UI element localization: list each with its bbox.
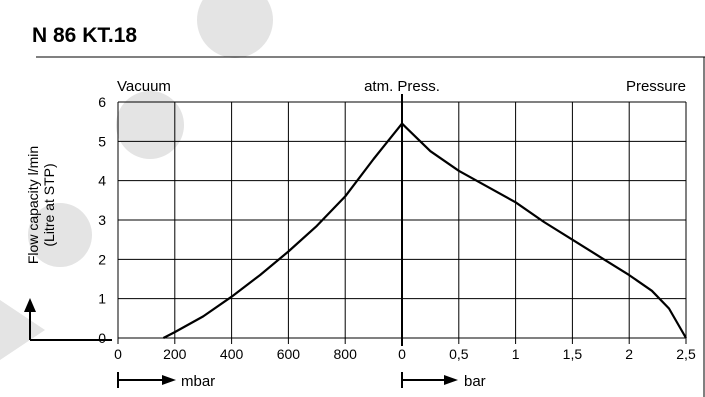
header-pressure: Pressure: [626, 78, 686, 95]
x-tick-labels: 0 200 400 600 800 0 0,5 1 1,5 2 2,5: [114, 346, 696, 362]
watermark: [0, 0, 273, 360]
y-tick-label: 4: [98, 173, 106, 189]
x-tick-label-vacuum: 400: [220, 346, 244, 362]
x-tick-label-pressure: 2,5: [676, 346, 696, 362]
series-group: [162, 122, 687, 339]
header-vacuum: Vacuum: [117, 78, 171, 95]
y-tick-label: 5: [98, 133, 106, 149]
header-atm-press: atm. Press.: [364, 78, 440, 95]
x-tick-label-pressure: 0: [398, 346, 406, 362]
x-tick-label-pressure: 2: [625, 346, 633, 362]
x-tick-label-vacuum: 200: [163, 346, 187, 362]
y-tick-label: 0: [98, 330, 106, 346]
y-tick-labels: 0 1 2 3 4 5 6: [98, 94, 106, 346]
x-tick-label-pressure: 0,5: [449, 346, 469, 362]
vacuum-direction-arrow: [117, 372, 176, 388]
x-tick-label-pressure: 1: [512, 346, 520, 362]
y-direction-arrow: [24, 298, 112, 341]
y-axis-label-line2: (Litre at STP): [41, 163, 57, 246]
y-tick-label: 2: [98, 251, 106, 267]
y-tick-label: 1: [98, 291, 106, 307]
pressure-unit-label: bar: [464, 373, 486, 390]
x-tick-label-vacuum: 800: [334, 346, 358, 362]
y-axis-title: Flow capacity l/min (Litre at STP): [25, 146, 57, 264]
x-tick-label-pressure: 1,5: [563, 346, 583, 362]
y-tick-label: 3: [98, 212, 106, 228]
x-tick-label-vacuum: 0: [114, 346, 122, 362]
y-tick-label: 6: [98, 94, 106, 110]
grid: [117, 94, 687, 346]
vacuum-unit-label: mbar: [181, 373, 215, 390]
pressure-direction-arrow: [401, 372, 458, 388]
vacuum-curve: [162, 122, 403, 339]
chart-title: N 86 KT.18: [32, 24, 137, 47]
x-tick-label-vacuum: 600: [277, 346, 301, 362]
pressure-curve: [401, 122, 687, 339]
y-axis-label-line1: Flow capacity l/min: [25, 146, 41, 264]
